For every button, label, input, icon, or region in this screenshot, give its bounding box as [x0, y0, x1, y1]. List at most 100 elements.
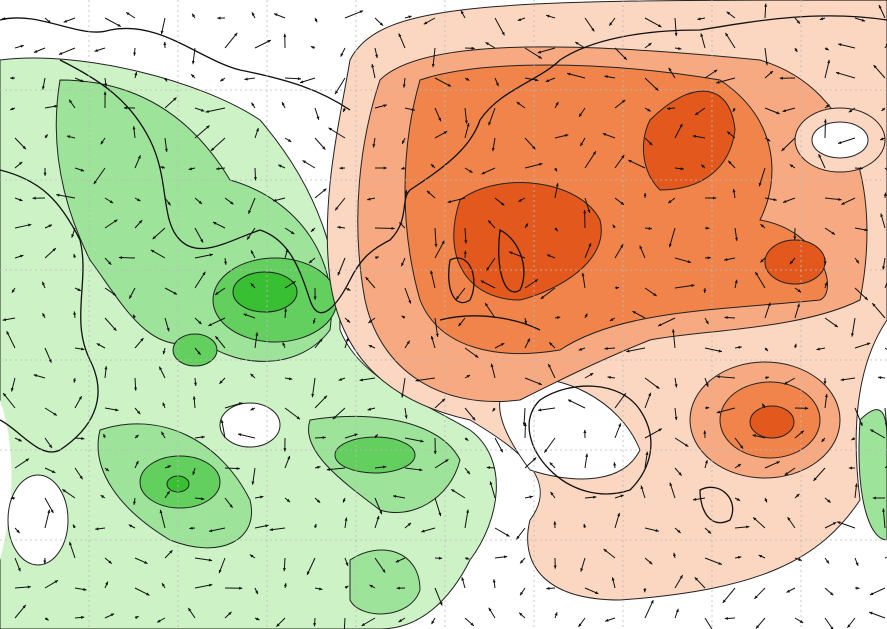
vector-head: [620, 494, 624, 498]
vector-head: [191, 74, 195, 78]
vector-head: [32, 196, 36, 200]
vector-head: [758, 555, 763, 558]
vector-head: [520, 560, 524, 564]
vector-head: [678, 47, 682, 51]
vector-head: [220, 419, 224, 424]
vector-head: [396, 586, 400, 590]
vector-head: [796, 493, 800, 498]
vector-head: [322, 146, 326, 150]
vector-head: [612, 224, 616, 229]
orange-region-darkest: [764, 239, 826, 285]
vector-head: [658, 323, 662, 327]
vector-head: [869, 611, 873, 615]
vector-head: [297, 77, 302, 81]
vector-head: [198, 320, 202, 325]
vector-head: [441, 398, 446, 402]
vector-head: [758, 182, 762, 187]
vector-head: [159, 509, 163, 514]
vector-head: [138, 220, 143, 224]
vector-head: [250, 373, 254, 377]
vector-head: [27, 223, 32, 227]
vector-head: [250, 407, 254, 411]
vector-head: [581, 272, 585, 277]
vector-head: [472, 416, 476, 421]
vector-head: [11, 289, 15, 293]
vector-shaft: [567, 399, 586, 409]
vector-head: [103, 433, 107, 438]
vector-head: [160, 166, 164, 170]
vector-head: [650, 600, 654, 604]
vector-head: [529, 495, 533, 499]
vector-head: [486, 267, 490, 271]
vector-head: [78, 396, 82, 400]
vector-head: [859, 422, 863, 426]
vector-shaft: [432, 47, 436, 68]
vector-head: [628, 160, 632, 163]
vector-head: [516, 535, 520, 540]
vector-head: [332, 415, 337, 420]
vector-head: [583, 429, 587, 434]
vector-head: [545, 79, 550, 82]
vector-head: [290, 231, 295, 235]
vector-head: [209, 253, 213, 257]
vector-head: [549, 462, 553, 466]
green-region-darkest: [232, 271, 298, 313]
vector-head: [430, 335, 434, 340]
vector-head: [492, 579, 496, 583]
vector-head: [134, 387, 138, 391]
vector-head: [335, 90, 339, 95]
vector-head: [704, 459, 708, 464]
vector-head: [776, 111, 780, 115]
vector-head: [490, 363, 494, 368]
vector-head: [835, 71, 840, 75]
vector-head: [228, 611, 232, 616]
vector-head: [312, 320, 316, 324]
vector-head: [755, 271, 759, 276]
vector-head: [703, 430, 707, 434]
vector-head: [855, 259, 859, 264]
vector-head: [3, 393, 7, 397]
vector-head: [219, 380, 223, 384]
vector-head: [604, 75, 608, 79]
vector-head: [760, 259, 764, 263]
vector-head: [838, 197, 842, 201]
vector-head: [50, 509, 54, 514]
vector-head: [10, 76, 14, 80]
vector-head: [855, 562, 859, 566]
vector-head: [342, 499, 346, 503]
vector-head: [591, 27, 595, 32]
vector-head: [604, 347, 608, 351]
vector-head: [118, 256, 123, 260]
vector-head: [489, 481, 493, 485]
vector-head: [841, 201, 845, 205]
vector-head: [679, 575, 683, 579]
vector-head: [737, 555, 742, 559]
vector-head: [500, 343, 505, 347]
vector-head: [406, 340, 410, 345]
vector-head: [848, 109, 853, 113]
vector-head: [367, 197, 371, 201]
vector-head: [734, 279, 738, 284]
vector-head: [243, 313, 247, 317]
vector-head: [580, 142, 584, 147]
vector-head: [249, 554, 254, 558]
vector-head: [404, 190, 408, 194]
vector-shaft: [722, 587, 736, 604]
vector-head: [56, 193, 60, 197]
vector-head: [724, 316, 728, 320]
vector-head: [621, 154, 625, 159]
vector-head: [517, 18, 522, 21]
vector-head: [443, 131, 448, 135]
coastline: [0, 15, 887, 453]
vector-head: [129, 295, 133, 299]
vector-head: [431, 620, 435, 625]
vector-head: [658, 24, 662, 28]
vector-head: [878, 376, 882, 380]
vector-head: [326, 467, 331, 471]
vector-head: [220, 78, 224, 82]
vector-head: [166, 327, 170, 332]
vector-head: [609, 22, 613, 26]
vector-head: [724, 616, 729, 620]
vector-head: [776, 461, 780, 465]
